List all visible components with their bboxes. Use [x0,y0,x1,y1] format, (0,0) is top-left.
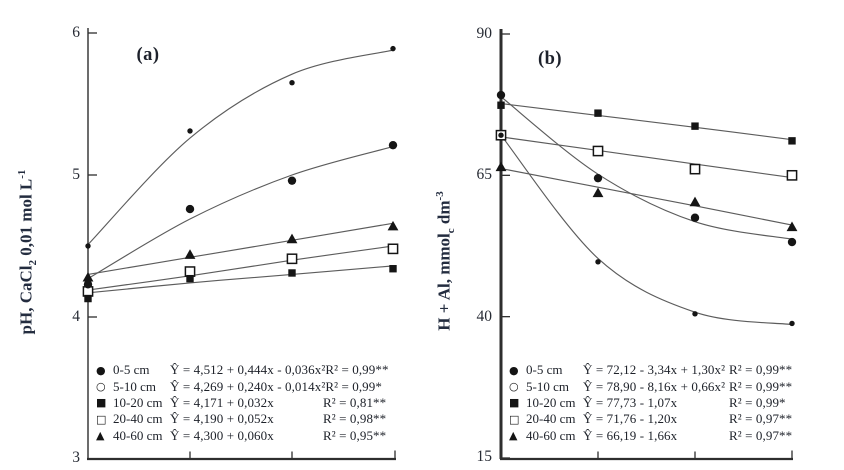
panel-b-y-axis-title: H + Al, mmolc dm-3 [429,121,457,401]
legend-equation: Ŷ = 4,190 + 0,052x [170,411,274,427]
open-square-icon: □ [96,412,107,426]
legend-r2: R² = 0,99** [325,362,389,378]
legend-row: ■ 10-20 cm Ŷ = 4,171 + 0,032x R² = 0,81*… [96,395,389,411]
legend-row: ▲ 40-60 cm Ŷ = 4,300 + 0,060x R² = 0,95*… [96,428,389,444]
panel-a-ytick-6: 6 [72,24,80,41]
legend-depth-label: 40-60 cm [526,427,576,443]
panel-b-ytick-90: 90 [476,25,493,42]
legend-equation: Ŷ = 66,19 - 1,66x [583,427,678,443]
legend-r2: R² = 0,81** [323,394,387,410]
panel-a-label: (a) [136,45,160,65]
filled-triangle-icon: ▲ [509,429,518,443]
legend-depth-label: 20-40 cm [526,411,576,427]
panel-a-ytick-4: 4 [72,308,80,325]
panel-a-ytick-5: 5 [72,166,80,183]
open-square-icon: □ [509,412,520,426]
legend-depth-label: 5-10 cm [526,378,569,394]
panel-b-y-axis-title-text: H + Al, mmol [434,233,454,331]
open-circle-icon: ○ [96,380,106,394]
legend-r2: R² = 0,97** [729,427,793,443]
filled-square-icon: ■ [509,396,520,410]
legend-equation: Ŷ = 4,171 + 0,032x [170,394,274,410]
panel-b-ytick-40: 40 [476,308,493,325]
open-circle-icon: ○ [509,380,519,394]
panel-b-y-axis-title-subscript: c [445,228,458,234]
panel-a-y-axis-title-units: 0,01 mol L [16,178,36,260]
panel-b-y-axis-title-units: dm [434,200,454,229]
panel-a-y-axis-title: pH, CaCl2 0,01 mol L-1 [11,112,39,392]
legend-r2: R² = 0,95** [323,427,387,443]
panel-b-plot [495,29,798,461]
panel-a-y-axis-title-superscript: -1 [16,169,28,179]
panel-b-label: (b) [537,49,563,69]
legend-r2: R² = 0,99* [325,378,382,394]
legend-equation: Ŷ = 4,269 + 0,240x - 0,014x² [170,378,326,394]
legend-row: ■ 10-20 cm Ŷ = 77,73 - 1,07x R² = 0,99* [509,395,792,411]
legend-row: ○ 5-10 cm Ŷ = 78,90 - 8,16x + 0,66x² R² … [509,378,792,394]
legend-r2: R² = 0,98** [323,411,387,427]
panel-b-ytick-65: 65 [476,166,493,183]
legend-depth-label: 0-5 cm [113,362,150,378]
legend-depth-label: 0-5 cm [526,362,563,378]
panel-a-y-axis-title-text: pH, CaCl [16,265,36,335]
legend-equation: Ŷ = 72,12 - 3,34x + 1,30x² [583,362,726,378]
legend-row: ● 0-5 cm Ŷ = 72,12 - 3,34x + 1,30x² R² =… [509,362,792,378]
legend-depth-label: 10-20 cm [526,394,576,410]
legend-row: ○ 5-10 cm Ŷ = 4,269 + 0,240x - 0,014x² R… [96,378,389,394]
legend-row: □ 20-40 cm Ŷ = 71,76 - 1,20x R² = 0,97** [509,411,792,427]
legend-equation: Ŷ = 4,300 + 0,060x [170,427,274,443]
legend-equation: Ŷ = 4,512 + 0,444x - 0,036x² [170,362,326,378]
panel-a-y-axis-title-subscript: 2 [27,259,40,266]
legend-depth-label: 20-40 cm [113,411,163,427]
panel-a-ytick-3: 3 [72,449,80,466]
legend-r2: R² = 0,99* [729,394,786,410]
legend-equation: Ŷ = 71,76 - 1,20x [583,411,678,427]
legend-equation: Ŷ = 77,73 - 1,07x [583,394,678,410]
panel-a-plot [82,28,399,461]
legend-r2: R² = 0,99** [729,378,793,394]
legend-equation: Ŷ = 78,90 - 8,16x + 0,66x² [583,378,726,394]
filled-square-icon: ■ [96,396,107,410]
filled-circle-icon: ● [509,363,519,377]
filled-circle-icon: ● [96,363,106,377]
panel-a-legend: ● 0-5 cm Ŷ = 4,512 + 0,444x - 0,036x² R²… [96,362,389,444]
panel-b-y-axis-title-superscript: -3 [434,191,446,201]
legend-depth-label: 40-60 cm [113,427,163,443]
legend-row: ▲ 40-60 cm Ŷ = 66,19 - 1,66x R² = 0,97** [509,428,792,444]
legend-row: □ 20-40 cm Ŷ = 4,190 + 0,052x R² = 0,98*… [96,411,389,427]
legend-depth-label: 10-20 cm [113,394,163,410]
panel-b-ytick-15: 15 [476,448,493,465]
legend-depth-label: 5-10 cm [113,378,156,394]
legend-r2: R² = 0,99** [729,362,793,378]
filled-triangle-icon: ▲ [96,429,105,443]
legend-r2: R² = 0,97** [729,411,793,427]
panel-b-legend: ● 0-5 cm Ŷ = 72,12 - 3,34x + 1,30x² R² =… [509,362,792,444]
legend-row: ● 0-5 cm Ŷ = 4,512 + 0,444x - 0,036x² R²… [96,362,389,378]
